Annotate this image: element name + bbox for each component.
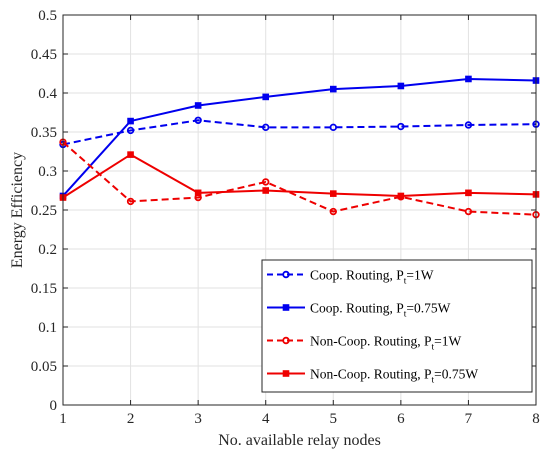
y-axis-label: Energy Efficiency xyxy=(9,152,26,268)
series-2-point xyxy=(465,75,472,83)
y-tick-label: 0.35 xyxy=(31,125,57,141)
series-1-point xyxy=(126,126,135,135)
legend-label-tail: =1W xyxy=(406,268,433,283)
series-3-point xyxy=(329,207,337,216)
series-4-point xyxy=(127,151,134,158)
legend-label-subscript: t xyxy=(404,277,407,287)
legend-label-main: Non-Coop. Routing, P xyxy=(310,367,432,382)
y-tick-label: 0.05 xyxy=(31,359,57,375)
series-3-point xyxy=(126,197,135,206)
tick-marks xyxy=(62,14,537,406)
series-4-point xyxy=(262,187,270,194)
legend-label-subscript: t xyxy=(432,343,435,353)
legend-label-subscript: t xyxy=(404,310,407,320)
legend-label: Coop. Routing, Pt=1W xyxy=(310,268,434,287)
series-3-line xyxy=(62,141,537,216)
tick-labels: 1 2 3 4 5 6 7 8 0 0.05 0.1 0.15 0.2 0.25 0.3 0.35 0.4 0.4… xyxy=(31,8,540,427)
legend-entry: Non-Coop. Routing, Pt=1W xyxy=(267,334,462,353)
legend-label-tail: =0.75W xyxy=(434,367,478,382)
y-tick-label: 0 xyxy=(50,398,58,414)
y-tick-label: 0.15 xyxy=(31,281,57,297)
legend-marker xyxy=(282,270,290,279)
series-group xyxy=(59,75,540,219)
y-tick-label: 0.45 xyxy=(31,47,57,63)
y-tick-label: 0.25 xyxy=(31,203,57,219)
series-2-point xyxy=(194,102,202,109)
series-1-point xyxy=(194,116,202,124)
series-4-line xyxy=(62,153,537,199)
series-2-point xyxy=(127,117,134,125)
series-2 xyxy=(59,75,540,200)
legend-box xyxy=(261,259,533,393)
legend-entry: Non-Coop. Routing, Pt=0.75W xyxy=(267,367,478,386)
legend-entry: Coop. Routing, Pt=1W xyxy=(267,268,434,287)
x-tick-label: 2 xyxy=(127,411,135,427)
series-2-point xyxy=(329,85,337,93)
series-3 xyxy=(59,138,540,219)
x-tick-label: 8 xyxy=(532,411,540,427)
series-1-point xyxy=(262,123,270,132)
series-2-point xyxy=(262,93,270,101)
series-4-point xyxy=(465,189,472,197)
series-1-point xyxy=(397,122,405,131)
x-tick-label: 3 xyxy=(194,411,202,427)
series-1-point xyxy=(329,123,337,132)
legend-marker xyxy=(282,336,290,345)
series-3-point xyxy=(464,207,473,216)
x-axis-label: No. available relay nodes xyxy=(218,432,381,449)
legend-label-main: Coop. Routing, P xyxy=(310,301,404,316)
x-tick-label: 7 xyxy=(465,411,473,427)
legend-label-main: Coop. Routing, P xyxy=(310,268,404,283)
legend-marker xyxy=(282,370,290,377)
legend-label: Coop. Routing, Pt=0.75W xyxy=(310,301,451,320)
series-2-point xyxy=(397,82,405,90)
legend-label: Non-Coop. Routing, Pt=1W xyxy=(310,334,462,353)
series-1-line xyxy=(62,119,537,146)
series-4-point xyxy=(397,192,405,200)
x-tick-label: 5 xyxy=(330,411,338,427)
series-4 xyxy=(59,151,540,201)
series-4-point xyxy=(194,189,202,197)
y-tick-label: 0.2 xyxy=(38,242,57,258)
y-tick-label: 0.5 xyxy=(38,8,57,24)
y-tick-label: 0.1 xyxy=(38,320,57,336)
series-1-point xyxy=(464,121,473,129)
series-3-point xyxy=(262,178,270,186)
x-tick-label: 4 xyxy=(262,411,270,427)
series-2-line xyxy=(62,77,537,197)
legend-marker xyxy=(282,304,290,311)
y-tick-label: 0.3 xyxy=(38,164,57,180)
legend-label-tail: =0.75W xyxy=(406,301,450,316)
x-tick-label: 1 xyxy=(59,411,67,427)
legend-label-tail: =1W xyxy=(434,334,461,349)
legend-entry: Coop. Routing, Pt=0.75W xyxy=(267,301,451,320)
x-tick-label: 6 xyxy=(397,411,405,427)
legend-label-subscript: t xyxy=(432,376,435,386)
y-tick-label: 0.4 xyxy=(38,86,57,102)
legend-label: Non-Coop. Routing, Pt=0.75W xyxy=(310,367,478,386)
legend-label-main: Non-Coop. Routing, P xyxy=(310,334,432,349)
series-4-point xyxy=(329,190,337,197)
